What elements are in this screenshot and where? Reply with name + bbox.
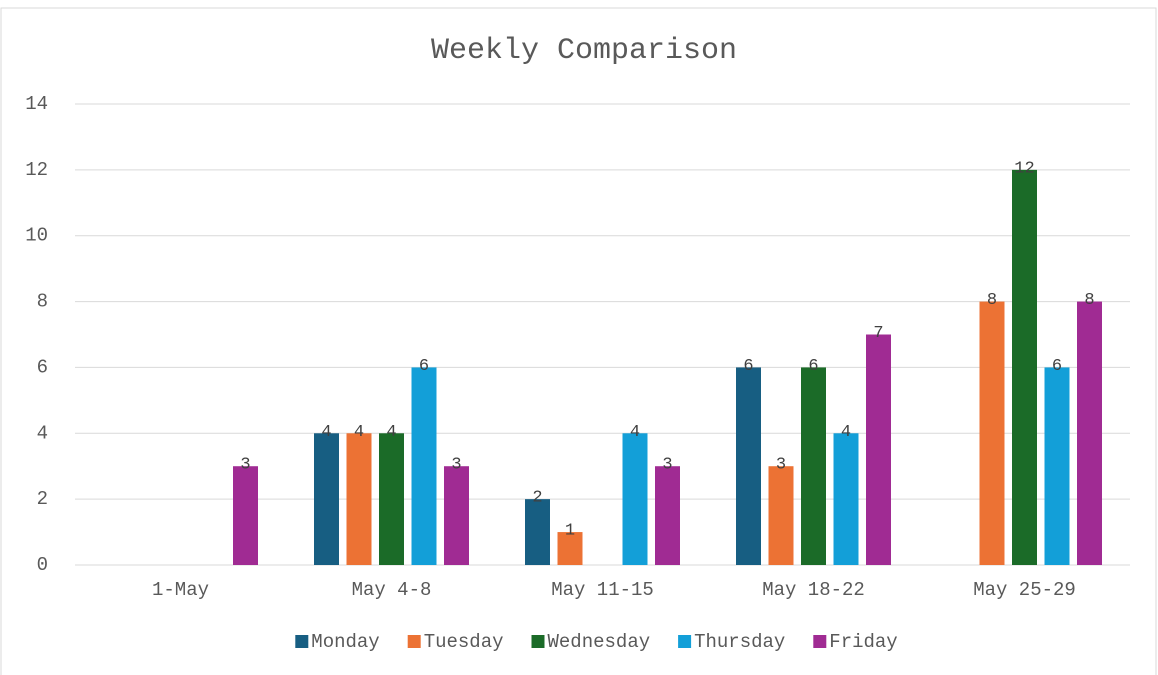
y-tick-label: 10 xyxy=(25,225,48,247)
chart-frame xyxy=(0,7,1157,675)
data-label: 8 xyxy=(1084,291,1094,310)
x-tick-label: May 25-29 xyxy=(973,579,1076,601)
bar xyxy=(314,433,339,565)
bar xyxy=(736,367,761,565)
bar xyxy=(655,466,680,565)
y-tick-label: 14 xyxy=(25,93,48,115)
x-tick-label: 1-May xyxy=(152,579,209,601)
legend-swatch xyxy=(295,635,309,648)
bar xyxy=(444,466,469,565)
data-label: 2 xyxy=(532,489,542,508)
bar xyxy=(525,499,550,565)
data-label: 3 xyxy=(240,456,250,475)
legend-swatch xyxy=(678,635,692,648)
data-label: 1 xyxy=(565,522,575,541)
data-label: 8 xyxy=(987,291,997,310)
data-label: 3 xyxy=(662,456,672,475)
bar xyxy=(979,301,1005,565)
bar xyxy=(346,433,372,565)
y-tick-label: 12 xyxy=(25,159,48,181)
x-tick-label: May 4-8 xyxy=(352,579,432,601)
bar xyxy=(411,367,437,565)
data-label: 7 xyxy=(873,324,883,343)
bar xyxy=(1012,169,1037,565)
data-label: 4 xyxy=(386,423,396,442)
data-label: 4 xyxy=(354,423,364,442)
bar xyxy=(801,367,826,565)
data-label: 6 xyxy=(419,357,429,376)
legend-label: Monday xyxy=(311,631,379,653)
data-label: 3 xyxy=(776,456,786,475)
legend-label: Tuesday xyxy=(424,631,504,653)
legend-label: Wednesday xyxy=(548,631,651,653)
bar xyxy=(233,466,258,565)
legend-swatch xyxy=(531,635,545,648)
data-label: 4 xyxy=(321,423,331,442)
y-tick-label: 8 xyxy=(37,291,48,313)
chart-title: Weekly Comparison xyxy=(431,34,737,68)
data-label: 3 xyxy=(451,456,461,475)
x-tick-label: May 18-22 xyxy=(762,579,865,601)
legend-label: Thursday xyxy=(694,631,785,653)
legend-label: Friday xyxy=(829,631,897,653)
y-tick-label: 6 xyxy=(37,356,48,378)
x-tick-label: May 11-15 xyxy=(551,579,654,601)
data-label: 6 xyxy=(1052,357,1062,376)
y-tick-label: 4 xyxy=(37,422,48,444)
legend-swatch xyxy=(407,635,421,648)
bar xyxy=(557,532,583,565)
data-label: 4 xyxy=(630,423,640,442)
data-label: 4 xyxy=(841,423,851,442)
bar xyxy=(1044,367,1070,565)
y-tick-label: 2 xyxy=(37,488,48,510)
bar xyxy=(866,334,891,565)
data-label: 12 xyxy=(1014,159,1034,178)
bar xyxy=(768,466,794,565)
legend-swatch xyxy=(813,635,827,648)
bar xyxy=(1077,301,1102,565)
bar xyxy=(379,433,404,565)
bar xyxy=(622,433,648,565)
bar xyxy=(833,433,859,565)
data-label: 6 xyxy=(743,357,753,376)
data-label: 6 xyxy=(808,357,818,376)
y-tick-label: 0 xyxy=(37,554,48,576)
